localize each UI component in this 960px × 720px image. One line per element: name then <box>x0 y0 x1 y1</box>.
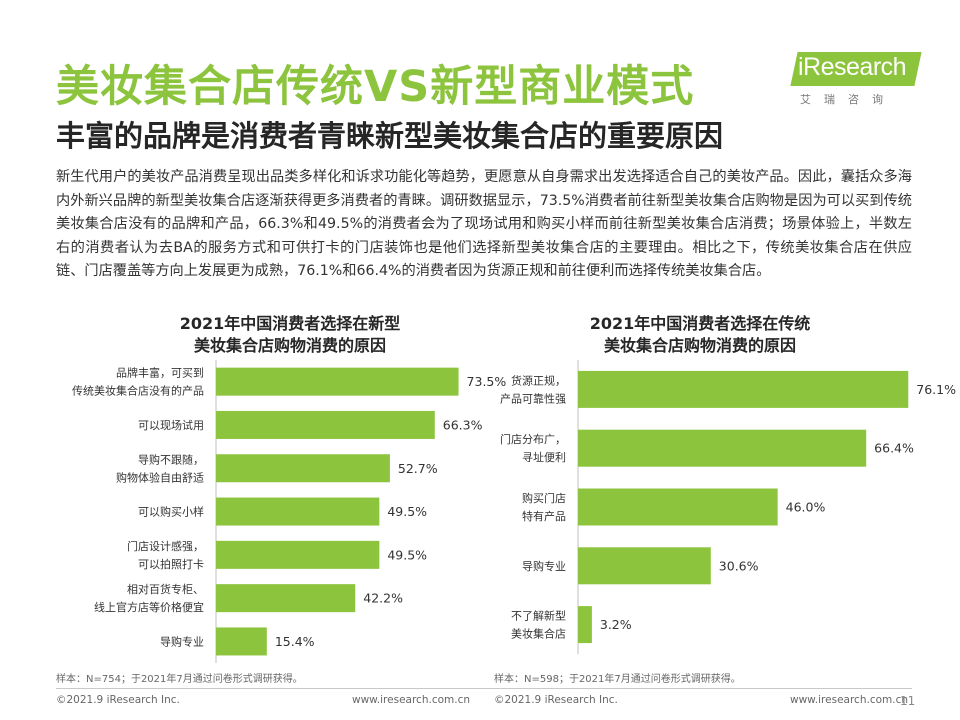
category-label-4-1: 可以拍照打卡 <box>138 557 204 571</box>
bar-4 <box>578 606 592 644</box>
bar-2 <box>578 488 778 526</box>
category-label-0-1: 产品可靠性强 <box>500 391 566 405</box>
footer-left-url: www.iresearch.com.cn <box>352 694 471 706</box>
bar-0 <box>216 367 459 396</box>
footer-left-copyright: ©2021.9 iResearch Inc. <box>56 694 180 706</box>
bar-1 <box>216 410 435 439</box>
bar-1 <box>578 429 867 467</box>
value-label-1: 66.3% <box>443 417 483 432</box>
right-chart-title-line2: 美妆集合店购物消费的原因 <box>603 336 796 355</box>
category-label-4-1: 美妆集合店 <box>511 627 566 641</box>
bar-2 <box>216 454 390 483</box>
category-label-5-0: 相对百货专柜、 <box>127 582 204 596</box>
category-label-1-0: 可以现场试用 <box>138 418 204 432</box>
logo-subtext: 艾瑞咨询 <box>800 93 896 106</box>
category-label-2-0: 导购不跟随， <box>138 452 204 466</box>
page-number: 11 <box>900 694 916 708</box>
footer-right-url: www.iresearch.com.cn <box>790 694 909 706</box>
body-paragraph: 新生代用户的美妆产品消费呈现出品类多样化和诉求功能化等趋势，更愿意从自身需求出发… <box>56 169 912 279</box>
page-title: 美妆集合店传统VS新型商业模式 <box>56 62 695 112</box>
logo-text: iResearch <box>798 53 907 81</box>
category-label-2-1: 特有产品 <box>522 509 566 523</box>
category-label-1-0: 门店分布广， <box>500 432 566 446</box>
left-chart-title: 2021年中国消费者选择在新型 美妆集合店购物消费的原因 <box>130 313 450 357</box>
right-chart-title: 2021年中国消费者选择在传统 美妆集合店购物消费的原因 <box>540 313 860 357</box>
value-label-6: 15.4% <box>275 634 315 649</box>
bar-3 <box>578 547 711 585</box>
left-chart-title-line2: 美妆集合店购物消费的原因 <box>193 336 386 355</box>
value-label-3: 30.6% <box>719 558 759 573</box>
bar-3 <box>216 497 380 526</box>
right-chart-title-line1: 2021年中国消费者选择在传统 <box>589 314 811 333</box>
page-subtitle: 丰富的品牌是消费者青睐新型美妆集合店的重要原因 <box>56 119 724 153</box>
value-label-0: 76.1% <box>916 382 956 397</box>
value-label-4: 3.2% <box>600 617 632 632</box>
iresearch-logo: iResearch 艾瑞咨询 <box>776 52 924 108</box>
value-label-2: 46.0% <box>786 500 826 515</box>
bar-5 <box>216 584 356 613</box>
value-label-5: 42.2% <box>363 591 403 606</box>
category-label-2-0: 购买门店 <box>522 491 566 505</box>
right-bar-chart: 76.1% 货源正规， 产品可靠性强 66.4% 门店分布广， 寻址便利 46.0% 购买门店… <box>500 360 956 654</box>
category-label-0-0: 货源正规， <box>511 373 566 387</box>
footer-divider <box>56 688 912 689</box>
left-chart-title-line1: 2021年中国消费者选择在新型 <box>179 314 401 333</box>
category-label-0-0: 品牌丰富，可买到 <box>116 366 204 380</box>
category-label-3-0: 可以购买小样 <box>138 505 204 519</box>
value-label-1: 66.4% <box>874 441 914 456</box>
category-label-5-1: 线上官方店等价格便宜 <box>94 600 204 614</box>
value-label-4: 49.5% <box>387 547 427 562</box>
bar-6 <box>216 627 267 656</box>
bar-0 <box>578 370 909 408</box>
category-label-4-0: 门店设计感强， <box>127 539 204 553</box>
category-label-0-1: 传统美妆集合店没有的产品 <box>72 384 204 398</box>
value-label-3: 49.5% <box>387 504 427 519</box>
right-chart-note: 样本：N=598；于2021年7月通过问卷形式调研获得。 <box>494 674 741 685</box>
value-label-2: 52.7% <box>398 461 438 476</box>
category-label-6-0: 导购专业 <box>160 634 204 648</box>
value-label-0: 73.5% <box>467 374 507 389</box>
bar-4 <box>216 540 380 569</box>
category-label-2-1: 购物体验自由舒适 <box>116 470 204 484</box>
left-chart-note: 样本：N=754；于2021年7月通过问卷形式调研获得。 <box>56 674 303 685</box>
category-label-1-1: 寻址便利 <box>522 450 566 464</box>
footer-right-copyright: ©2021.9 iResearch Inc. <box>494 694 618 706</box>
category-label-4-0: 不了解新型 <box>511 609 566 623</box>
category-label-3-0: 导购专业 <box>522 559 566 573</box>
